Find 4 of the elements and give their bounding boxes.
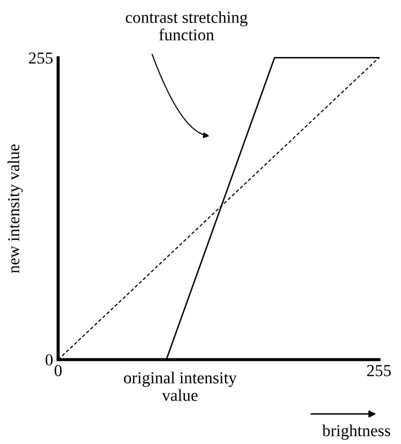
text: brightness [322, 424, 390, 440]
x-axis-title: original intensity value [124, 372, 237, 401]
y-axis-title: new intensity value [8, 144, 23, 274]
text: contrast stretching function [126, 11, 248, 40]
